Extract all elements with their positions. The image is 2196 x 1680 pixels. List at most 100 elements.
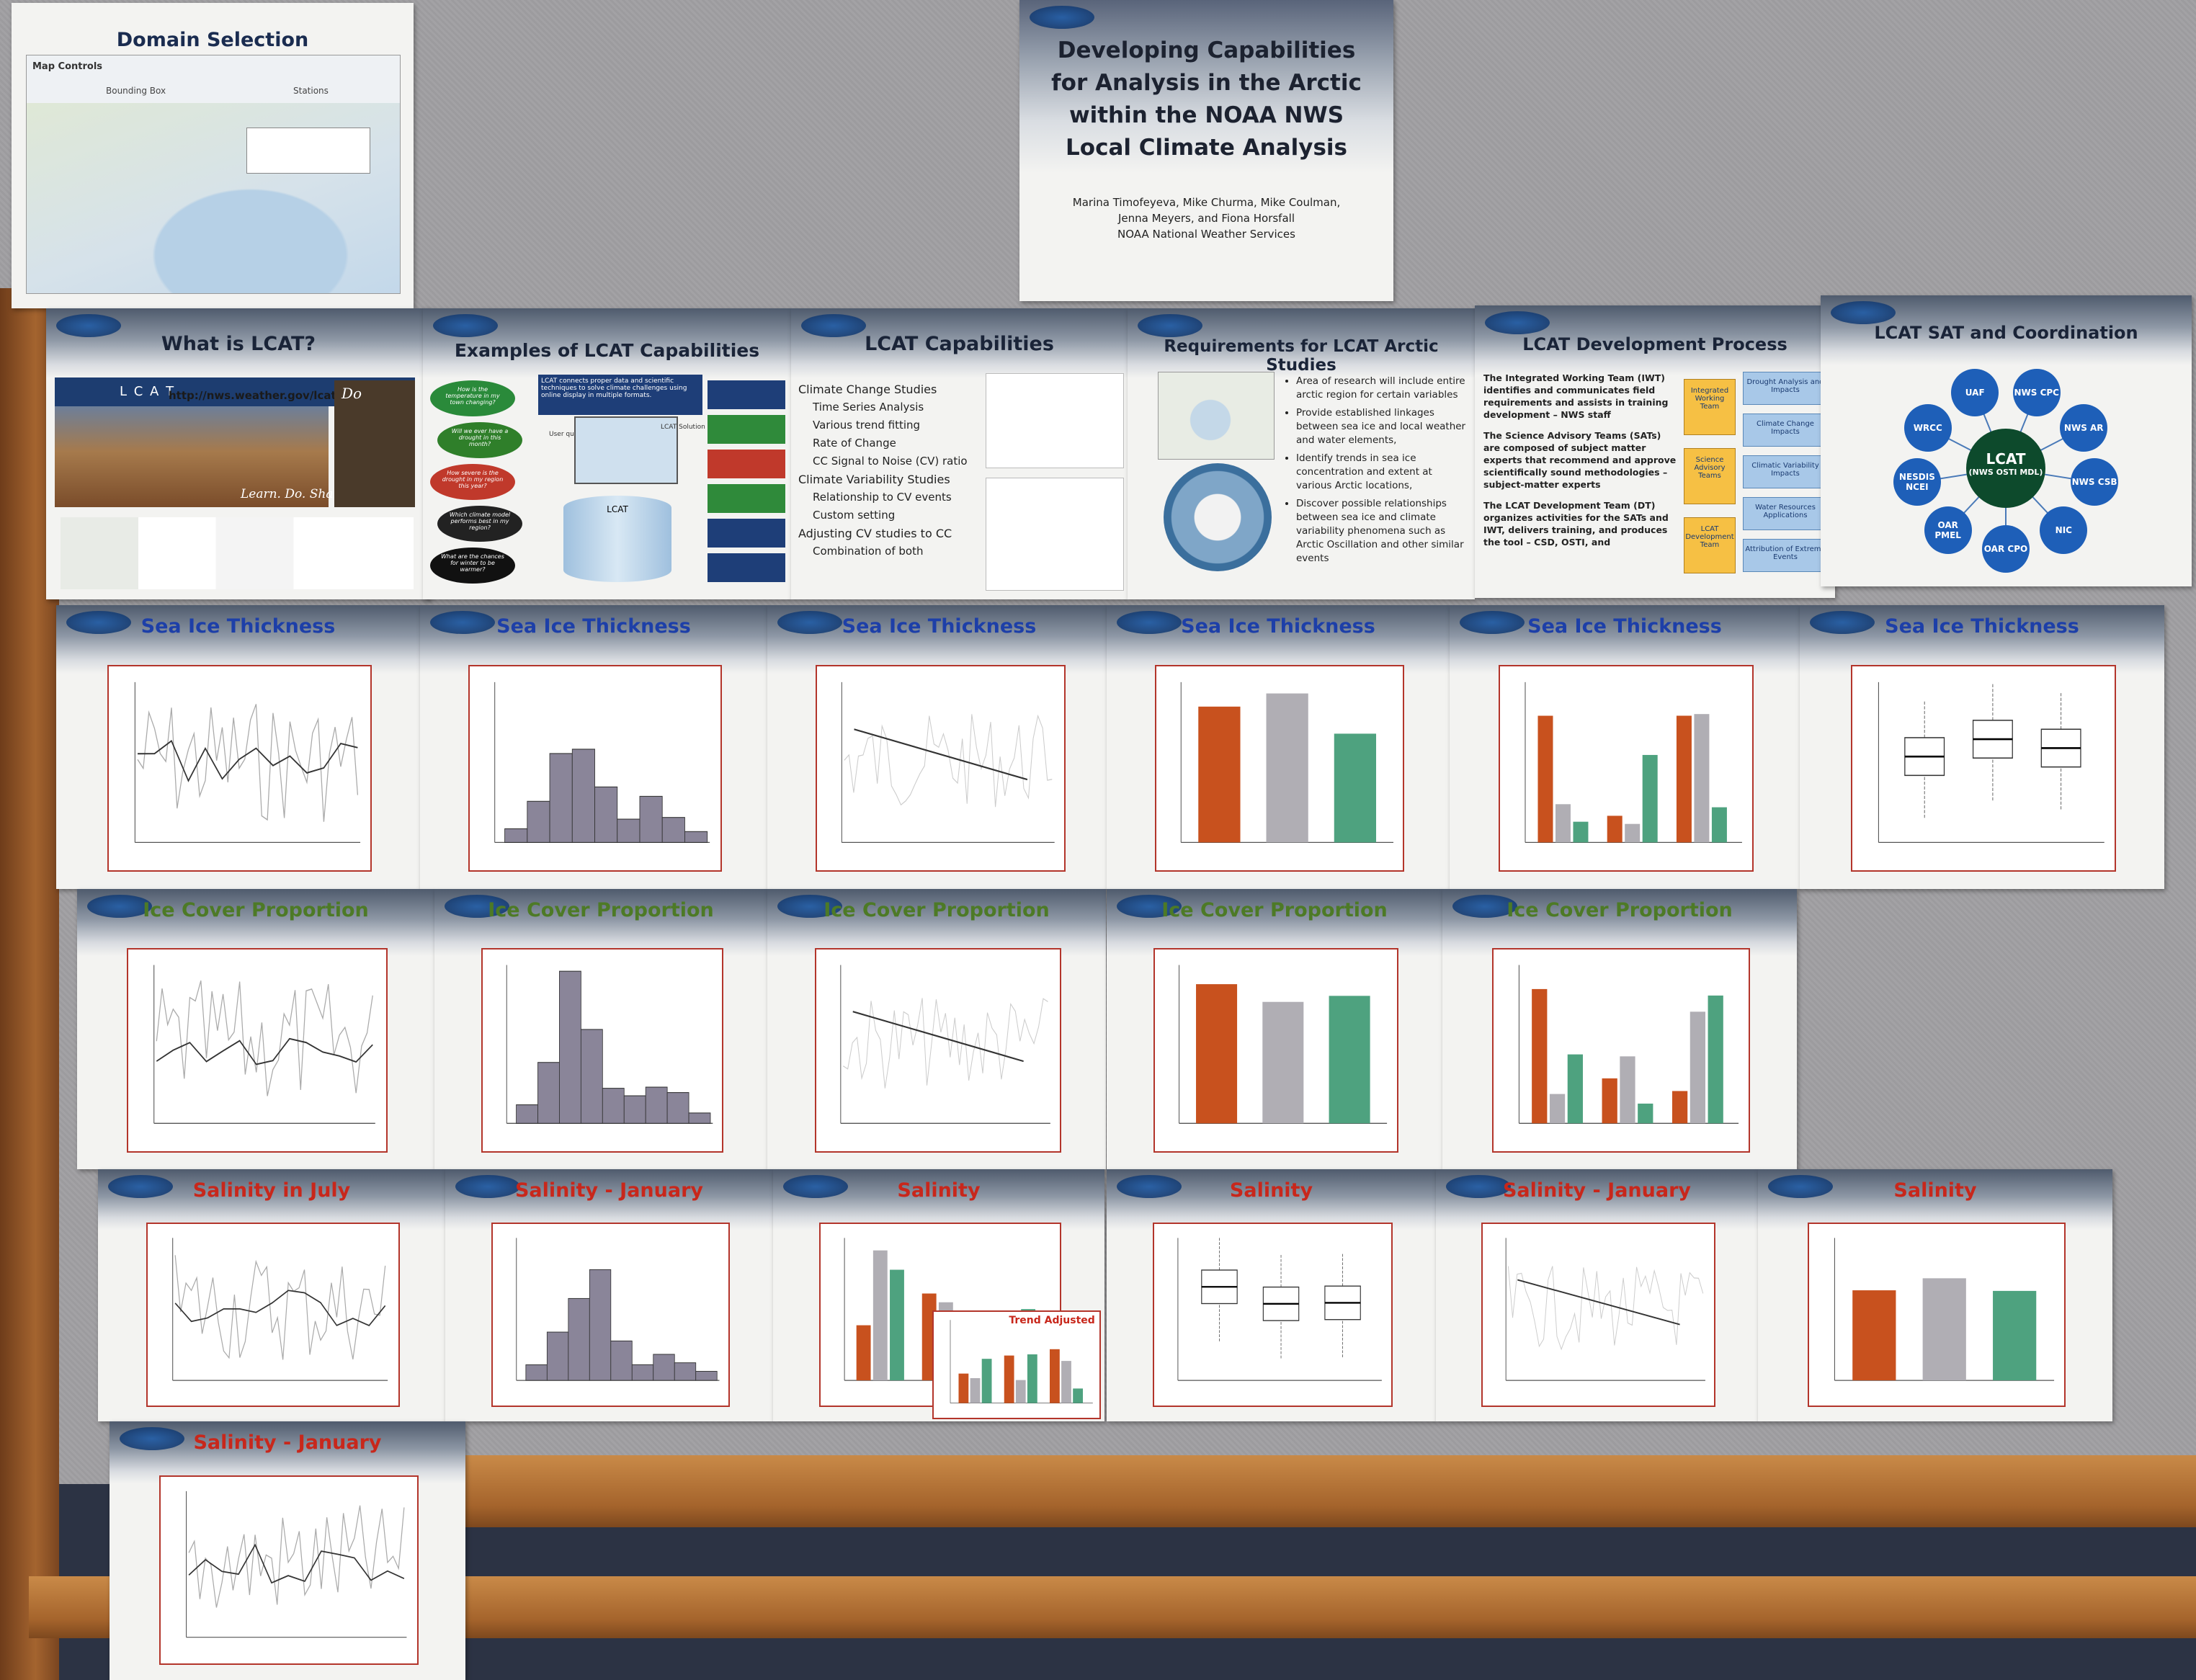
logo — [445, 895, 509, 918]
bar — [1694, 713, 1710, 843]
screen — [574, 416, 678, 484]
bar — [1671, 1091, 1688, 1123]
bar — [1922, 1277, 1966, 1380]
logo — [1831, 301, 1896, 324]
map-thumb — [1158, 372, 1275, 460]
hist-bar — [504, 828, 528, 843]
chart-thumbnail — [506, 965, 713, 1124]
chart-sheet: Ice Cover Proportion — [1107, 889, 1442, 1169]
sat-node: NESDIS NCEI — [1893, 458, 1941, 506]
chart-thumbnail — [1177, 1237, 1382, 1381]
chart-sheet: Sea Ice Thickness — [767, 605, 1111, 889]
capability-item: CC Signal to Noise (CV) ratio — [813, 455, 968, 468]
bar — [1004, 1355, 1014, 1403]
center-sub: (NWS OSTI MDL) — [1968, 468, 2043, 477]
bar — [1852, 1290, 1896, 1380]
thumbnails — [61, 517, 414, 589]
sheet-title: Ice Cover Proportion — [143, 899, 369, 921]
hist-bar — [527, 800, 550, 843]
hist-bar — [525, 1364, 548, 1381]
example-panel — [708, 484, 785, 513]
side-panel — [334, 380, 415, 507]
logo — [120, 1427, 184, 1450]
bar — [970, 1378, 981, 1403]
series-line — [156, 1037, 374, 1065]
chart-thumbnail — [840, 965, 1050, 1124]
bar — [1197, 706, 1241, 843]
chart-frame — [1807, 1222, 2066, 1407]
chart-thumbnail — [515, 1237, 720, 1381]
sheet-title: Salinity — [1893, 1179, 1977, 1202]
bar — [890, 1269, 905, 1380]
chart-thumbnail — [1179, 965, 1388, 1124]
chart-thumbnail — [1525, 682, 1742, 843]
author-line: Marina Timofeyeva, Mike Churma, Mike Cou… — [1072, 196, 1341, 209]
team-boxes: Integrated Working Team Science Advisory … — [1684, 372, 1736, 588]
chart-thumbnail — [1518, 965, 1739, 1124]
sat-node: NIC — [2040, 506, 2088, 554]
title-line: for Analysis in the Arctic — [1051, 70, 1362, 96]
chart-frame — [1152, 1222, 1393, 1407]
capability-item: Time Series Analysis — [813, 401, 924, 414]
logo — [1117, 895, 1182, 918]
bar — [1329, 996, 1370, 1123]
logo — [108, 1175, 173, 1198]
bullet-list: Area of research will include entire arc… — [1280, 375, 1469, 566]
domain-selection-sheet: Domain Selection Map Controls Bounding B… — [12, 3, 414, 308]
bar — [1061, 1361, 1071, 1403]
bar — [1532, 988, 1548, 1123]
chart-thumbnail — [1834, 1237, 2054, 1381]
chart-sheet: Salinity — [1758, 1169, 2112, 1421]
chart-sheet: Salinity - January — [110, 1421, 465, 1680]
chart-sheet: Sea Ice Thickness — [1450, 605, 1800, 889]
logo — [1810, 611, 1875, 634]
development-sheet: LCAT Development Process The Integrated … — [1475, 305, 1835, 598]
logo — [1446, 1175, 1511, 1198]
sheet-title: Salinity — [897, 1179, 981, 1202]
trend-line — [1517, 1279, 1680, 1326]
bar — [1027, 1354, 1037, 1403]
bar — [1049, 1349, 1060, 1403]
team-box: Integrated Working Team — [1684, 379, 1736, 435]
hist-bar — [602, 1087, 625, 1124]
solution: LCAT Solution — [661, 424, 705, 431]
hist-bar — [666, 1091, 689, 1124]
logo — [1485, 311, 1550, 334]
chart-frame — [481, 947, 724, 1153]
hist-bar — [515, 1104, 538, 1124]
banner-text: L C A T — [120, 384, 176, 399]
example-panel — [708, 415, 785, 444]
chart-sheet: Sea Ice Thickness — [1107, 605, 1450, 889]
bar — [1690, 1011, 1705, 1123]
hist-bar — [537, 1061, 560, 1124]
hist-bar — [550, 753, 573, 843]
header-swoosh — [1019, 0, 1393, 173]
bar — [1642, 754, 1658, 843]
bullet: Identify trends in sea ice concentration… — [1296, 452, 1469, 493]
chart-sheet: Ice Cover Proportion — [767, 889, 1106, 1169]
team-box: Science Advisory Teams — [1684, 448, 1736, 504]
topic-box: Attribution of Extreme Events — [1743, 539, 1828, 572]
capability-item: Custom setting — [813, 509, 896, 522]
logo — [56, 314, 121, 337]
chart-thumbnail — [841, 682, 1055, 843]
chart-frame — [1491, 947, 1751, 1153]
inset-chart: Trend Adjusted — [932, 1310, 1101, 1419]
chart-frame — [1153, 947, 1398, 1153]
topic-box: Climatic Variability Impacts — [1743, 455, 1828, 488]
tagline: Learn. Do. Share — [241, 487, 347, 501]
side-text: Do — [342, 385, 362, 402]
team-box: LCAT Development Team — [1684, 517, 1736, 573]
hist-bar — [594, 786, 618, 843]
hist-bar — [568, 1297, 590, 1381]
trend-line — [852, 1010, 1024, 1062]
chart-frame — [159, 1475, 419, 1665]
paragraph: The Science Advisory Teams (SATs) are co… — [1483, 430, 1677, 490]
chart-thumbnail — [1878, 682, 2104, 843]
logo — [801, 314, 866, 337]
bounding-box-label: Bounding Box — [106, 86, 166, 96]
sheet-title: Ice Cover Proportion — [824, 899, 1050, 921]
chart-frame — [1850, 664, 2117, 872]
chart-sheet: Salinity - January — [445, 1169, 773, 1421]
